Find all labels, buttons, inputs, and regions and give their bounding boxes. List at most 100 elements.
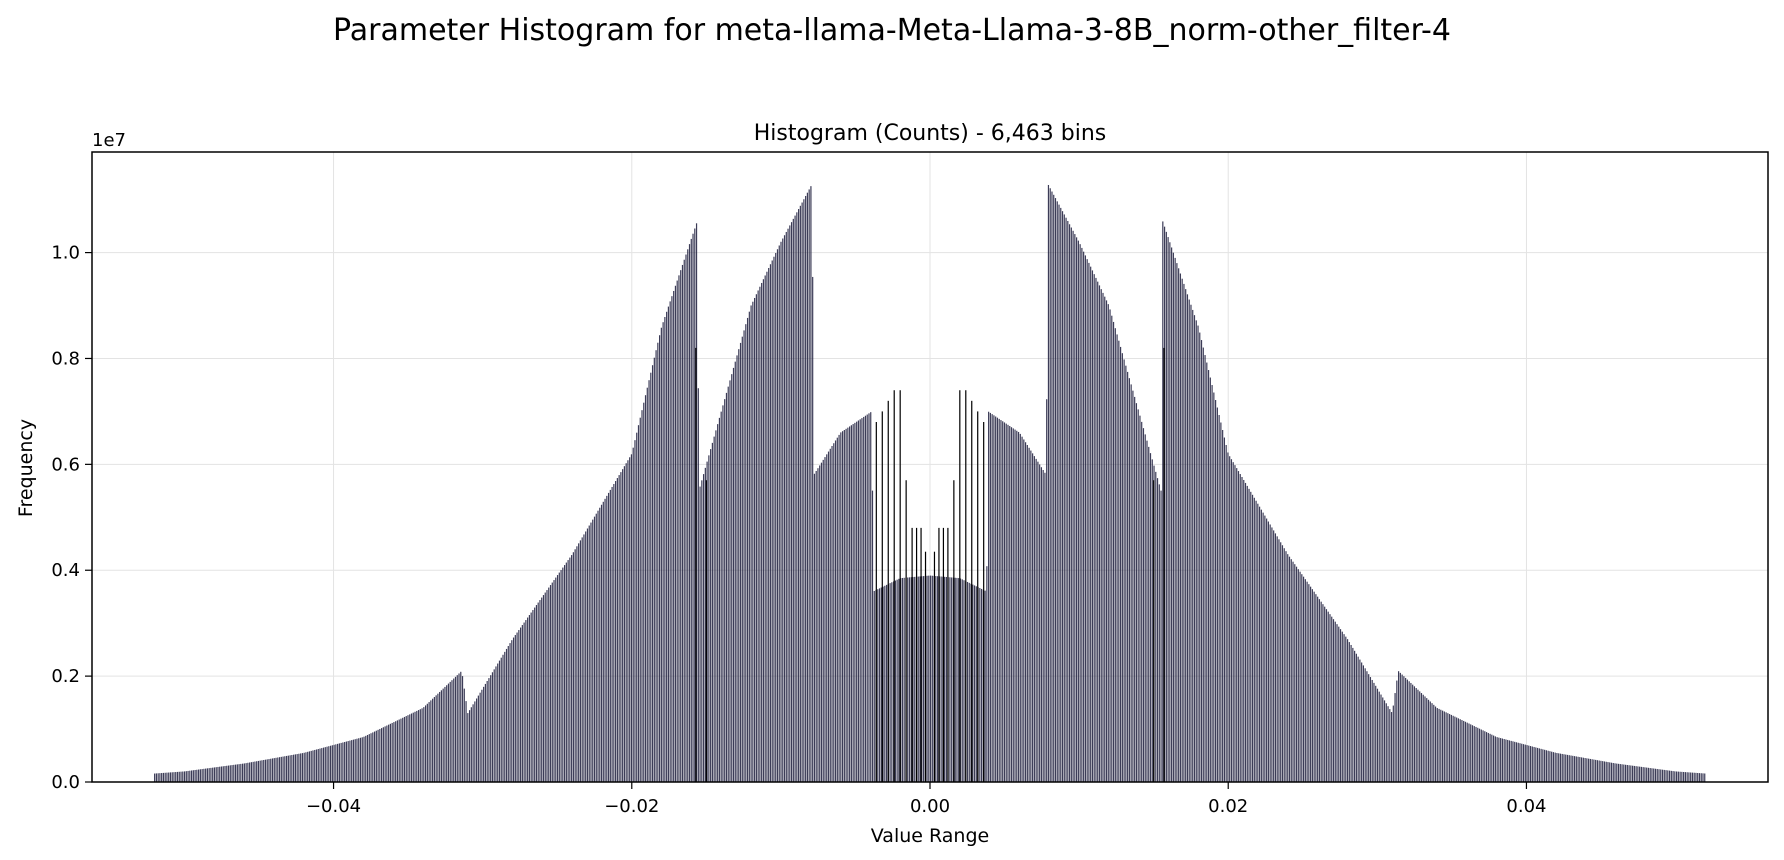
- histogram-bar: [799, 205, 801, 782]
- histogram-bar: [1236, 468, 1238, 782]
- histogram-bar: [365, 735, 367, 782]
- histogram-bar: [410, 713, 413, 782]
- histogram-bar: [1570, 755, 1572, 782]
- histogram-bar: [1519, 743, 1521, 782]
- histogram-bar: [1083, 251, 1085, 782]
- grid-lines: [92, 152, 1768, 783]
- histogram-bar: [314, 749, 316, 782]
- histogram-bar: [155, 773, 157, 782]
- histogram-bar: [1123, 359, 1125, 782]
- histogram-bar: [692, 233, 694, 783]
- histogram-bar: [1237, 471, 1240, 782]
- histogram-bar: [720, 411, 722, 782]
- histogram-bar: [168, 772, 170, 782]
- histogram-bar: [1612, 762, 1614, 782]
- histogram-bar: [567, 560, 569, 782]
- histogram-bar: [1097, 281, 1099, 782]
- histogram-bar: [361, 737, 363, 782]
- histogram-bar: [1100, 289, 1102, 782]
- histogram-bar: [979, 588, 981, 782]
- histogram-bar: [1389, 709, 1391, 782]
- histogram-bar: [1118, 340, 1120, 782]
- histogram-bar: [162, 772, 165, 782]
- histogram-bar: [1079, 244, 1081, 782]
- histogram-bar: [488, 678, 490, 782]
- histogram-bar: [347, 741, 349, 782]
- histogram-bar: [752, 301, 754, 782]
- histogram-bar: [1105, 300, 1108, 782]
- histogram-bar: [1053, 194, 1055, 782]
- histogram-bar: [593, 516, 596, 782]
- histogram-bar: [1649, 768, 1651, 782]
- histogram-bar: [282, 756, 284, 782]
- histogram-bar: [1109, 309, 1111, 782]
- histogram-bar: [1580, 757, 1583, 782]
- histogram-bar: [333, 744, 335, 782]
- histogram-bar: [646, 387, 648, 782]
- histogram-bar: [1556, 753, 1558, 782]
- histogram-bar: [1040, 467, 1043, 782]
- histogram-bar: [861, 418, 863, 782]
- histogram-bar: [688, 244, 691, 782]
- histogram-bar: [423, 707, 425, 782]
- histogram-bar: [1317, 596, 1319, 782]
- histogram-bar: [1114, 328, 1116, 782]
- histogram-bar: [305, 752, 307, 782]
- histogram-bar: [1357, 656, 1359, 782]
- histogram-bar: [1378, 691, 1380, 782]
- histogram-bar: [1429, 701, 1431, 782]
- histogram-bar: [1577, 756, 1579, 782]
- histogram-bar: [671, 296, 673, 782]
- y-tick-label: 1.0: [51, 243, 80, 264]
- histogram-bar: [486, 681, 488, 782]
- histogram-bar: [592, 519, 594, 782]
- histogram-bar: [352, 739, 355, 782]
- histogram-bar: [928, 575, 930, 782]
- histogram-bar: [1376, 688, 1379, 782]
- histogram-spike: [875, 422, 877, 782]
- histogram-bar: [400, 718, 402, 782]
- histogram-bar: [1551, 751, 1553, 782]
- histogram-bar: [1088, 262, 1090, 782]
- histogram-bar: [623, 466, 626, 782]
- histogram-bar: [676, 280, 678, 782]
- histogram-bar: [1558, 753, 1560, 782]
- histogram-bar: [1162, 221, 1164, 783]
- histogram-bar: [234, 764, 237, 782]
- histogram-bar: [198, 769, 200, 782]
- histogram-bar: [495, 666, 497, 782]
- histogram-bar: [1280, 542, 1282, 782]
- histogram-bar: [1049, 188, 1051, 782]
- histogram-bar: [1661, 769, 1664, 782]
- histogram-bar: [1589, 758, 1591, 782]
- histogram-bar: [859, 419, 861, 782]
- histogram-bar: [280, 756, 282, 782]
- histogram-bar: [1434, 706, 1437, 782]
- histogram-bar: [829, 448, 831, 782]
- histogram-bar: [995, 416, 997, 782]
- histogram-bar: [1119, 346, 1122, 782]
- x-tick-label: −0.02: [604, 796, 659, 817]
- histogram-bar: [998, 418, 1000, 782]
- histogram-bar: [1561, 753, 1563, 782]
- histogram-bar: [326, 746, 328, 782]
- histogram-bar: [1243, 479, 1245, 782]
- histogram-bar: [574, 549, 576, 782]
- histogram-bar: [616, 478, 618, 782]
- histogram-spike: [977, 411, 979, 782]
- histogram-bar: [1464, 721, 1467, 782]
- histogram-bar: [169, 772, 172, 782]
- histogram-bar: [366, 734, 369, 782]
- histogram-bar: [1193, 315, 1196, 782]
- histogram-bar: [1341, 631, 1343, 782]
- histogram-bar: [263, 759, 265, 782]
- histogram-bar: [1494, 736, 1496, 782]
- histogram-bar: [1274, 533, 1277, 782]
- histogram-bar: [213, 767, 216, 782]
- histogram-bar: [300, 753, 302, 782]
- histogram-bar: [1234, 465, 1236, 782]
- histogram-bar: [278, 757, 281, 782]
- histogram-bar: [430, 700, 432, 782]
- histogram-bar: [637, 425, 640, 782]
- histogram-bar: [256, 761, 258, 782]
